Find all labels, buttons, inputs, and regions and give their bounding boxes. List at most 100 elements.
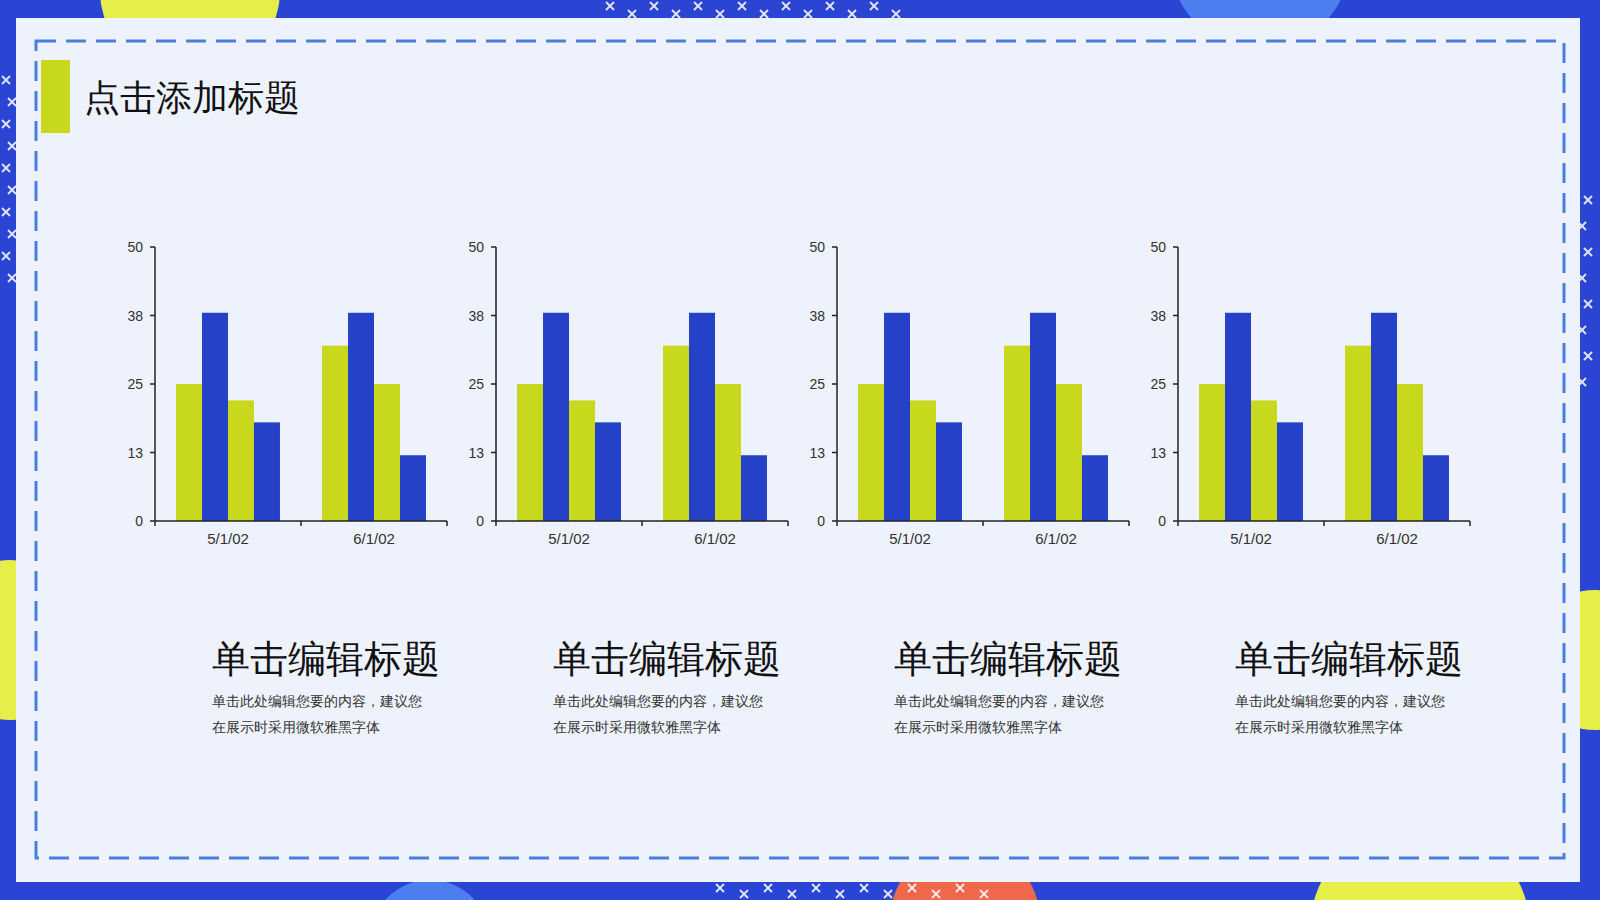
bar xyxy=(1423,455,1449,521)
caption-text: 单击此处编辑您要的内容，建议您 xyxy=(894,693,1104,709)
y-tick xyxy=(832,452,837,454)
bar xyxy=(1056,384,1082,521)
bar xyxy=(202,313,228,521)
bar xyxy=(1397,384,1423,521)
y-tick xyxy=(491,383,496,385)
y-tick xyxy=(491,452,496,454)
caption-text: 单击此处编辑您要的内容，建议您 xyxy=(212,693,422,709)
bar xyxy=(1082,455,1108,521)
y-tick-label: 25 xyxy=(1150,376,1166,392)
chart: 0 13 25 38 50 5/1/02 6/1/02 xyxy=(468,239,788,547)
x-tick-divider xyxy=(787,521,789,526)
y-tick-label: 38 xyxy=(127,308,143,324)
y-tick xyxy=(1173,246,1178,248)
caption-text: 在展示时采用微软雅黑字体 xyxy=(212,719,380,735)
chart: 0 13 25 38 50 5/1/02 6/1/02 xyxy=(809,239,1129,547)
y-tick-label: 25 xyxy=(468,376,484,392)
y-tick xyxy=(832,520,837,522)
bar xyxy=(1225,313,1251,521)
y-tick xyxy=(1173,520,1178,522)
x-tick-label: 6/1/02 xyxy=(1376,530,1418,547)
y-tick-label: 0 xyxy=(476,513,484,529)
bar xyxy=(1030,313,1056,521)
chart: 0 13 25 38 50 5/1/02 6/1/02 xyxy=(127,239,447,547)
bar xyxy=(543,313,569,521)
y-tick xyxy=(150,452,155,454)
caption-text: 在展示时采用微软雅黑字体 xyxy=(1235,719,1403,735)
bar xyxy=(884,313,910,521)
dashed-frame xyxy=(36,41,1564,858)
y-tick-label: 0 xyxy=(135,513,143,529)
bar xyxy=(689,313,715,521)
bar xyxy=(1277,422,1303,521)
bar xyxy=(1199,384,1225,521)
x-tick-label: 6/1/02 xyxy=(694,530,736,547)
bar xyxy=(910,400,936,521)
x-tick-divider xyxy=(1323,521,1325,526)
y-tick-label: 38 xyxy=(468,308,484,324)
y-tick-label: 50 xyxy=(468,239,484,255)
bar xyxy=(1345,346,1371,521)
bar xyxy=(176,384,202,521)
x-tick-label: 6/1/02 xyxy=(353,530,395,547)
bar xyxy=(663,346,689,521)
y-tick-label: 38 xyxy=(809,308,825,324)
y-tick xyxy=(491,315,496,317)
y-tick xyxy=(150,383,155,385)
bar xyxy=(517,384,543,521)
slide: 点击添加标题0132538505/1/026/1/020132538505/1/… xyxy=(0,0,1600,900)
y-tick-label: 0 xyxy=(817,513,825,529)
chart: 0132538505/1/026/1/02 xyxy=(1150,239,1470,547)
bar xyxy=(715,384,741,521)
y-tick-label: 50 xyxy=(127,239,143,255)
bar xyxy=(1004,346,1030,521)
caption-heading: 单击编辑标题 xyxy=(894,637,1122,681)
x-tick-label: 5/1/02 xyxy=(548,530,590,547)
x-tick-label: 5/1/02 xyxy=(889,530,931,547)
y-tick xyxy=(832,383,837,385)
y-tick-label: 13 xyxy=(468,445,484,461)
caption-text: 单击此处编辑您要的内容，建议您 xyxy=(553,693,763,709)
caption-heading: 单击编辑标题 xyxy=(212,637,440,681)
caption-text: 在展示时采用微软雅黑字体 xyxy=(894,719,1062,735)
x-tick-label: 5/1/02 xyxy=(207,530,249,547)
x-tick-label: 6/1/02 xyxy=(1035,530,1077,547)
y-tick-label: 38 xyxy=(1150,308,1166,324)
y-tick-label: 13 xyxy=(127,445,143,461)
bar xyxy=(569,400,595,521)
y-tick xyxy=(491,520,496,522)
y-tick-label: 25 xyxy=(809,376,825,392)
bar xyxy=(228,400,254,521)
bar xyxy=(400,455,426,521)
y-tick xyxy=(150,315,155,317)
x-tick-label: 5/1/02 xyxy=(1230,530,1272,547)
bars xyxy=(858,313,1108,521)
y-tick xyxy=(150,520,155,522)
caption-text: 在展示时采用微软雅黑字体 xyxy=(553,719,721,735)
y-tick-label: 25 xyxy=(127,376,143,392)
bar xyxy=(254,422,280,521)
x-tick-divider xyxy=(1469,521,1471,526)
caption-text: 单击此处编辑您要的内容，建议您 xyxy=(1235,693,1445,709)
bar xyxy=(741,455,767,521)
y-tick xyxy=(1173,383,1178,385)
bar xyxy=(374,384,400,521)
y-tick-label: 13 xyxy=(809,445,825,461)
bar xyxy=(936,422,962,521)
caption-heading: 单击编辑标题 xyxy=(553,637,781,681)
bar xyxy=(595,422,621,521)
bars xyxy=(176,313,426,521)
bar xyxy=(348,313,374,521)
bar xyxy=(322,346,348,521)
bar xyxy=(858,384,884,521)
y-tick-label: 50 xyxy=(809,239,825,255)
x-tick-divider xyxy=(982,521,984,526)
y-tick-label: 13 xyxy=(1150,445,1166,461)
background xyxy=(0,0,1600,900)
bars xyxy=(517,313,767,521)
bars xyxy=(1199,313,1449,521)
x-tick-divider xyxy=(641,521,643,526)
y-tick xyxy=(832,246,837,248)
x-tick-divider xyxy=(1128,521,1130,526)
y-tick-label: 0 xyxy=(1158,513,1166,529)
